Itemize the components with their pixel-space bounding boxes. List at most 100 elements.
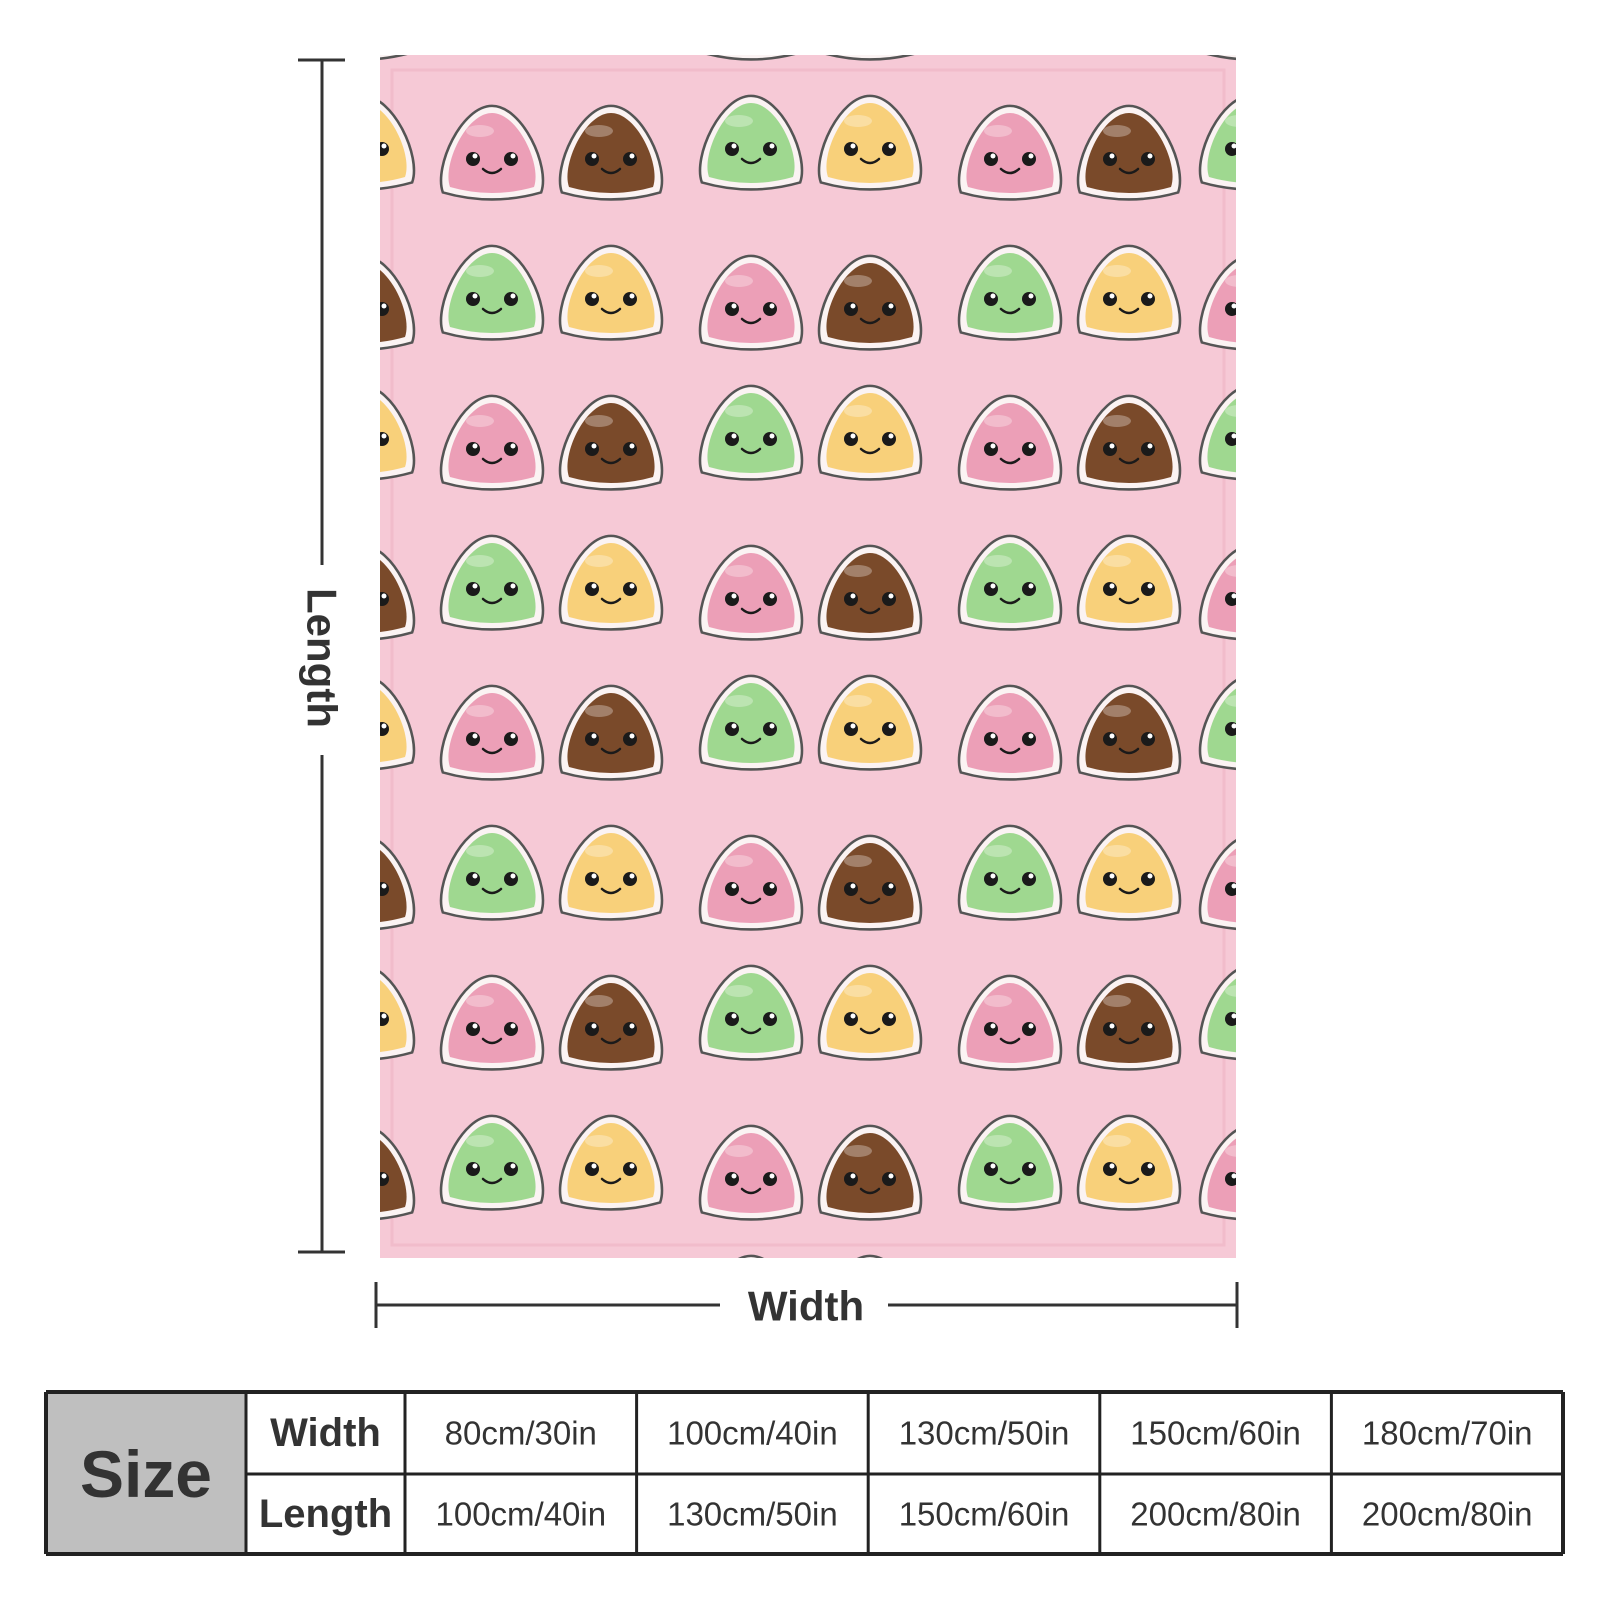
mochi-shine [585,125,613,137]
mochi-shine [1225,855,1236,867]
mochi-eye-shine [990,1163,996,1169]
mochi-shine [725,695,753,707]
mochi-smile [1242,29,1260,33]
mochi [817,544,923,641]
row-label: Width [270,1411,381,1455]
mochi-outline [1078,0,1180,49]
mochi-shine [1103,1135,1131,1147]
mochi-eye [1103,152,1117,166]
size-value: 130cm/50in [667,1496,838,1533]
mochi-body [707,973,795,1053]
mochi-eye [725,142,739,156]
mochi-body [826,683,914,763]
mochi-shine [844,695,872,707]
mochi-eye [984,1022,998,1036]
mochi-eye [380,882,389,896]
mochi-body [826,0,913,53]
mochi-shine [337,1145,365,1157]
mochi-shine [725,1145,753,1157]
mochi-body [380,850,407,923]
mochi-smile [999,167,1021,175]
mochi-smile [1242,609,1260,613]
mochi-smile [600,457,622,465]
mochi-body [567,1273,654,1353]
mochi-eye [1263,432,1277,446]
mochi-eye-shine [510,1023,516,1029]
mochi-shine [337,565,365,577]
mochi-eye-shine [731,303,737,309]
mochi-eye-shine [1148,1314,1153,1319]
mochi-eye [1022,152,1036,166]
mochi-eye-shine [1270,434,1275,439]
mochi-eye-shine [1231,883,1236,889]
mochi-eye [1141,1162,1155,1176]
mochi-eye-shine [629,583,635,589]
mochi-eye [380,722,389,736]
mochi-smile [740,447,762,455]
mochi-shine [1103,125,1131,137]
mochi-smile [481,597,503,605]
mochi-outline [1206,55,1236,61]
mochi-body [567,543,655,623]
mochi-body [319,0,406,53]
mochi-smile [481,747,503,755]
mochi-eye-shine [1270,14,1275,19]
mochi-eye-shine [511,4,516,9]
mochi-eye-shine [591,1163,597,1169]
mochi [441,0,543,49]
mochi-eye [1225,142,1236,156]
mochi-eye-shine [591,293,597,299]
mochi-eye-shine [1270,594,1275,599]
mochi [558,684,664,781]
mochi-eye-shine [1147,1023,1153,1029]
mochi-eye [380,432,389,446]
mochi-body [1085,693,1173,773]
mochi-eye [1141,732,1155,746]
mochi-eye [504,292,518,306]
mochi [825,0,915,61]
mochi [1076,534,1182,631]
mochi-smile [481,887,503,895]
mochi-eye [337,1172,351,1186]
mochi [817,254,923,351]
mochi-eye-shine [990,1023,996,1029]
mochi [1206,14,1275,61]
mochi-shine [466,705,494,717]
mochi-eye-shine [731,143,737,149]
mochi-eye [844,142,858,156]
mochi-body [966,403,1054,483]
mochi [1078,0,1180,49]
mochi-shine [466,555,494,567]
mochi-eye [1103,1022,1117,1036]
mochi [957,534,1063,631]
mochi-eye-shine [592,1314,597,1319]
mochi-eye-shine [991,1314,996,1319]
mochi-smile [354,159,372,163]
mochi [1078,1266,1180,1360]
mochi-smile [861,29,879,33]
mochi-body [380,400,407,473]
mochi-eye-shine [344,1304,349,1309]
mochi-eye [585,872,599,886]
mochi-body [826,393,914,473]
mochi-body [1085,1273,1172,1353]
mochi-eye-shine [732,14,737,19]
mochi-eye-shine [472,1163,478,1169]
mochi-eye [725,432,739,446]
mochi-eye-shine [510,1163,516,1169]
mochi-eye-shine [629,293,635,299]
mochi [380,970,416,1060]
mochi-eye [375,12,389,26]
mochi-eye-shine [591,1023,597,1029]
length-label: Length [299,588,346,728]
mochi-eye-shine [344,884,349,889]
mochi-shine [585,415,613,427]
mochi-eye-shine [888,143,894,149]
mochi-eye-shine [344,14,349,19]
mochi-smile [600,1177,622,1185]
mochi-eye [380,592,389,606]
mochi-shine [725,565,753,577]
mochi [1076,1114,1182,1211]
mochi-eye [1225,432,1236,446]
mochi [1198,389,1277,481]
